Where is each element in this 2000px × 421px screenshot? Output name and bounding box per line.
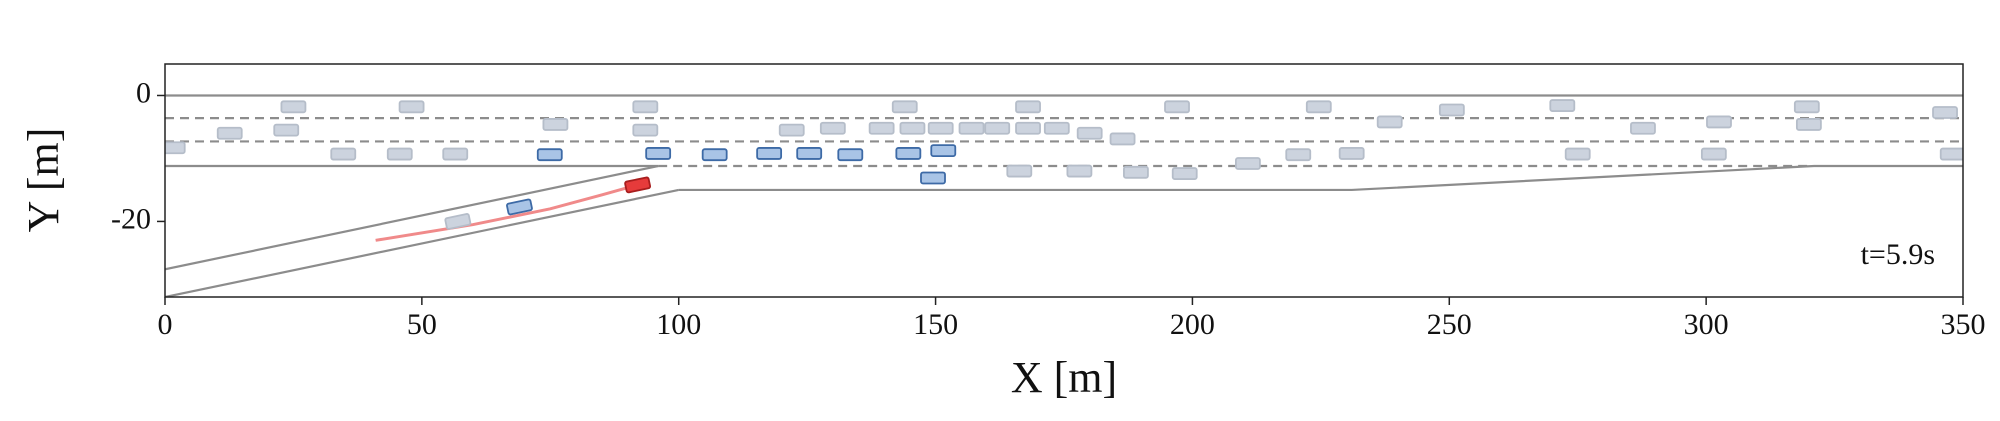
vehicle — [398, 100, 425, 114]
vehicle — [984, 121, 1011, 135]
axes-frame — [164, 63, 1964, 298]
vehicle — [536, 148, 563, 162]
vehicle — [442, 147, 469, 161]
vehicle — [796, 147, 823, 160]
vehicle — [1700, 147, 1727, 161]
trajectory — [375, 183, 639, 242]
vehicle — [895, 147, 922, 160]
plot-area — [165, 94, 1963, 297]
vehicle — [958, 121, 985, 135]
vehicle — [542, 118, 569, 131]
vehicle — [1235, 157, 1261, 170]
vehicle — [1123, 165, 1149, 179]
vehicle — [1338, 147, 1365, 160]
x-tick-label: 300 — [1684, 308, 1729, 341]
vehicle — [920, 171, 946, 185]
x-tick-label: 50 — [407, 308, 437, 341]
vehicle — [1015, 121, 1041, 135]
y-tick-label: -20 — [111, 202, 151, 235]
vehicle — [624, 176, 652, 194]
vehicle — [778, 123, 805, 137]
x-tick-label: 0 — [158, 308, 173, 341]
x-tick-label: 350 — [1941, 308, 1986, 341]
vehicle — [1171, 167, 1198, 180]
road-line — [165, 164, 659, 271]
vehicle — [330, 147, 357, 161]
x-axis-label: X [m] — [1011, 353, 1117, 402]
x-tick-label: 150 — [913, 308, 958, 341]
vehicle — [868, 121, 895, 135]
vehicle — [1015, 100, 1041, 114]
vehicle — [1076, 126, 1103, 140]
vehicle — [837, 148, 864, 162]
vehicle — [273, 123, 300, 137]
vehicle — [1109, 132, 1136, 146]
x-tick-label: 250 — [1427, 308, 1472, 341]
vehicle — [506, 198, 533, 216]
vehicle — [1066, 164, 1093, 178]
road-line — [678, 164, 1963, 192]
vehicle — [1932, 106, 1958, 119]
vehicle — [1285, 148, 1312, 162]
vehicle — [165, 141, 186, 155]
vehicle — [632, 100, 659, 114]
vehicle — [1549, 99, 1576, 112]
vehicle — [1438, 103, 1465, 117]
x-tick-label: 100 — [656, 308, 701, 341]
vehicle — [756, 147, 783, 160]
vehicle — [1793, 100, 1820, 114]
vehicle — [444, 213, 472, 230]
vehicle — [927, 121, 954, 135]
vehicle — [1795, 118, 1822, 131]
vehicle — [1939, 147, 1963, 161]
vehicle — [1006, 164, 1033, 178]
annotation: t=5.9s — [1861, 238, 1935, 271]
y-axis-label: Y [m] — [19, 128, 68, 233]
vehicle — [930, 144, 957, 157]
y-tick-label: 0 — [136, 76, 151, 109]
vehicle — [1630, 121, 1656, 135]
vehicle — [891, 100, 918, 114]
vehicle — [1376, 115, 1403, 129]
vehicle — [386, 147, 413, 161]
vehicle — [1564, 147, 1591, 161]
vehicle — [1706, 115, 1732, 129]
vehicle — [701, 148, 728, 162]
road-line — [165, 188, 679, 297]
vehicle — [280, 100, 307, 114]
vehicle — [632, 123, 659, 137]
vehicle — [899, 121, 926, 135]
vehicle — [216, 126, 243, 140]
vehicle — [645, 147, 672, 160]
vehicle — [1043, 121, 1070, 135]
vehicle — [819, 121, 846, 135]
x-tick-label: 200 — [1170, 308, 1215, 341]
vehicle — [1164, 100, 1190, 114]
vehicle — [1305, 100, 1332, 114]
